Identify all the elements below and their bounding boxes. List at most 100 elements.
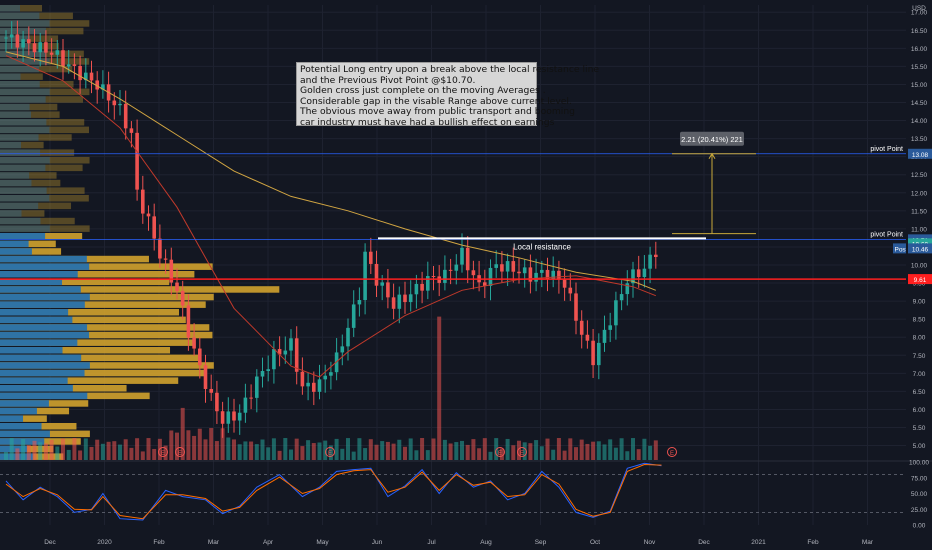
volume-profile-bar	[0, 126, 50, 134]
candle	[397, 294, 402, 309]
idea-annotation[interactable]: Potential Long entry upon a break above …	[296, 62, 599, 128]
candle	[534, 272, 538, 282]
volume-profile-bar	[0, 415, 47, 422]
time-tick: Jun	[372, 539, 383, 546]
volume-bar	[277, 450, 282, 460]
candle	[471, 270, 476, 276]
time-tick: Oct	[590, 539, 600, 546]
candle	[21, 39, 25, 48]
time-tick: Jul	[427, 539, 436, 546]
volume-bar	[442, 439, 447, 460]
candle	[255, 376, 259, 398]
annotation-line: Considerable gap in the visable Range ab…	[300, 95, 572, 107]
volume-bar	[397, 439, 402, 460]
pivot-label: pivot Point	[870, 146, 903, 153]
volume-profile-bar	[0, 12, 73, 20]
candle	[494, 264, 498, 268]
volume-bar	[374, 444, 379, 460]
measure-label: 2.21 (20.41%) 221	[681, 135, 743, 144]
volume-bar	[214, 441, 219, 460]
volume-bar	[140, 451, 145, 460]
candle	[420, 283, 424, 291]
earnings-marker	[495, 447, 505, 457]
volume-profile-bar	[0, 187, 85, 194]
volume-bar	[625, 451, 630, 460]
volume-bar	[49, 439, 54, 460]
volume-profile-bar	[0, 362, 90, 369]
volume-profile-bar	[0, 407, 37, 415]
price-label: 10.46	[912, 246, 929, 253]
volume-profile-bar	[0, 225, 50, 232]
oscillator-tick: 50.00	[911, 491, 928, 498]
candle	[625, 283, 630, 295]
candle	[443, 269, 447, 283]
volume-bar	[209, 428, 214, 460]
volume-profile-bar	[0, 111, 60, 118]
candle	[203, 365, 208, 389]
volume-bar	[653, 440, 658, 460]
post-tag	[893, 243, 909, 254]
volume-profile-bar	[0, 377, 68, 384]
earnings-marker	[325, 447, 335, 457]
candle	[289, 338, 293, 351]
candle	[249, 397, 253, 399]
volume-bar	[631, 438, 635, 460]
oscillator-line	[5, 462, 662, 521]
volume-bar	[294, 438, 299, 460]
volume-bar	[4, 452, 8, 460]
volume-bar	[152, 448, 157, 460]
price-tick: 15.00	[911, 82, 928, 89]
candle	[123, 103, 128, 129]
volume-profile-bar	[0, 35, 31, 42]
candle	[135, 132, 139, 190]
earnings-marker	[517, 447, 527, 457]
candle	[294, 338, 299, 372]
volume-profile-bar	[0, 430, 50, 438]
candle	[654, 254, 658, 258]
candle	[84, 72, 88, 81]
volume-bar	[488, 451, 493, 460]
time-tick: Feb	[807, 539, 819, 546]
volume-profile-bar	[0, 286, 280, 293]
volume-bar	[539, 446, 544, 460]
candle	[557, 270, 561, 280]
volume-profile-bar	[0, 286, 81, 293]
volume-bar	[146, 438, 151, 460]
volume-bar	[317, 442, 322, 460]
price-tick: 15.50	[911, 64, 928, 71]
volume-bar	[32, 440, 37, 460]
volume-profile-bar	[0, 225, 90, 232]
price-label-box	[908, 243, 932, 254]
price-label-box	[908, 238, 932, 249]
volume-bar	[323, 440, 328, 460]
volume-bar	[477, 448, 482, 460]
annotation-line: car industry must have had a bullish eff…	[300, 116, 555, 128]
volume-profile-bar	[0, 187, 47, 194]
volume-profile-bar	[0, 324, 210, 331]
price-label-box	[908, 274, 932, 285]
candle	[89, 72, 94, 81]
candle	[340, 346, 345, 353]
volume-bar	[66, 449, 71, 460]
volume-bar	[636, 449, 641, 460]
volume-bars	[4, 316, 658, 460]
candle	[112, 100, 117, 106]
volume-profile-bar	[0, 362, 214, 369]
volume-profile-bar	[0, 172, 30, 179]
candle	[454, 264, 459, 271]
candle	[169, 259, 174, 283]
volume-profile-bar	[0, 248, 32, 255]
price-tick: 17.00	[911, 10, 928, 17]
candle	[351, 304, 356, 328]
volume-profile-bar	[0, 255, 87, 263]
price-label: 13.08	[912, 152, 929, 159]
volume-bar	[289, 449, 293, 460]
volume-profile-bar	[0, 88, 50, 96]
price-tick: 12.50	[911, 172, 928, 179]
volume-bar	[260, 439, 265, 460]
candle	[175, 282, 179, 292]
candle	[237, 412, 242, 421]
candle	[488, 267, 493, 286]
